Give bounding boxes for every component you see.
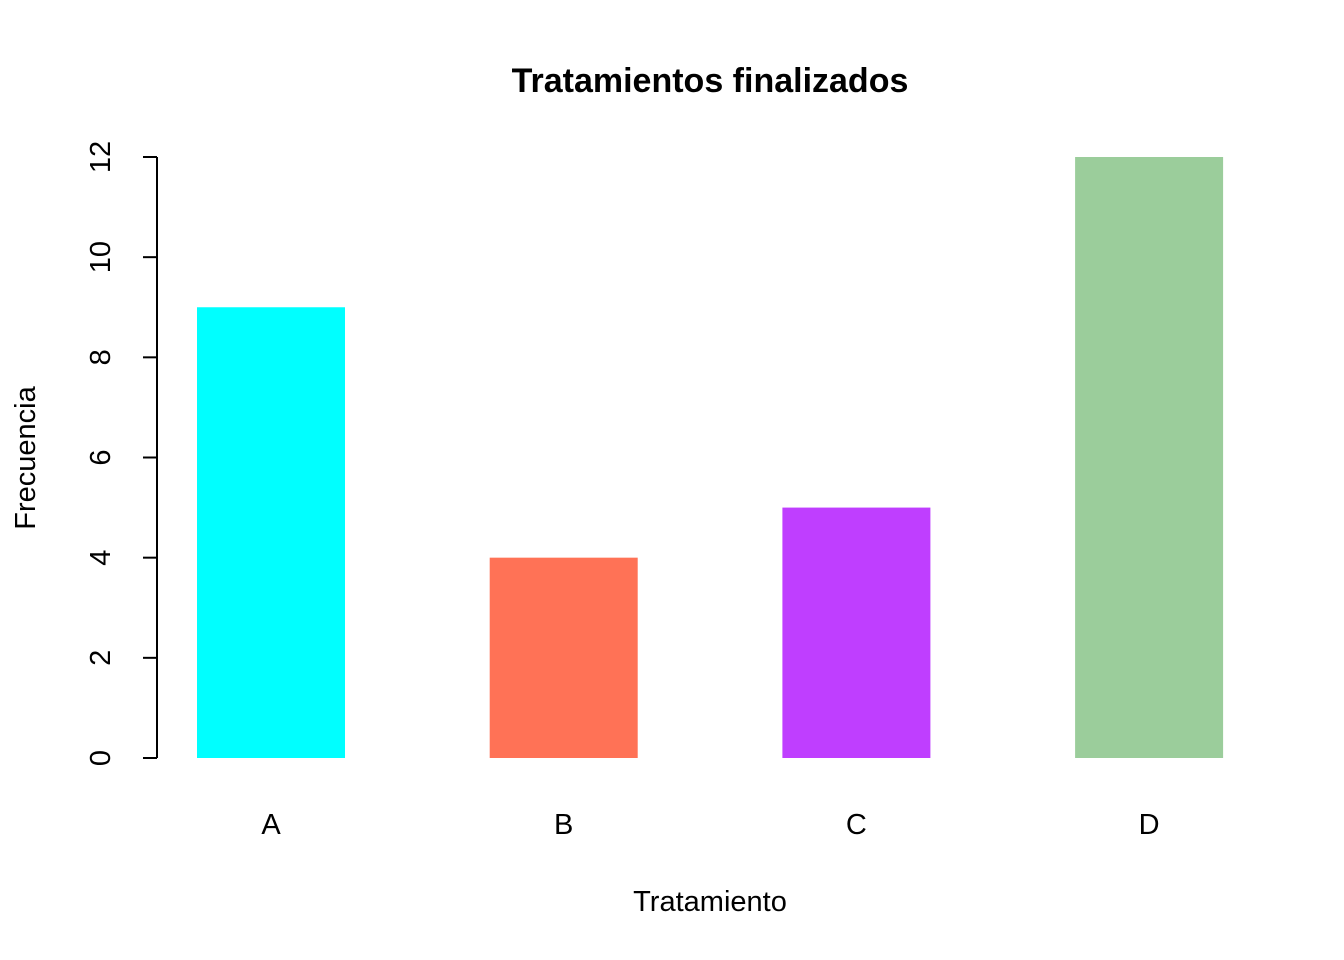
- y-axis-tick-label: 4: [85, 550, 117, 566]
- bar-d: [1075, 157, 1224, 758]
- bar-b: [489, 557, 638, 758]
- bar-c: [782, 507, 931, 758]
- y-axis-tick-label: 8: [85, 349, 117, 365]
- y-axis-tick-label: 12: [85, 141, 117, 173]
- bars: [197, 157, 1224, 758]
- x-axis-tick-labels: A B C D: [261, 809, 1159, 841]
- x-axis-tick-label: A: [261, 809, 281, 841]
- x-axis-tick-label: B: [554, 809, 573, 841]
- y-axis-tick-label: 0: [85, 750, 117, 766]
- chart-title: Tratamientos finalizados: [512, 62, 909, 100]
- x-axis-tick-label: C: [846, 809, 867, 841]
- y-axis-tick-label: 2: [85, 650, 117, 666]
- x-axis-tick-label: D: [1139, 809, 1160, 841]
- y-axis: 0 2 4 6 8 10 12: [85, 141, 158, 766]
- y-axis-tick-label: 10: [85, 241, 117, 273]
- y-axis-tick-label: 6: [85, 449, 117, 465]
- y-axis-label: Frecuencia: [10, 385, 42, 529]
- bar-a: [197, 307, 345, 758]
- x-axis-label: Tratamiento: [633, 886, 787, 918]
